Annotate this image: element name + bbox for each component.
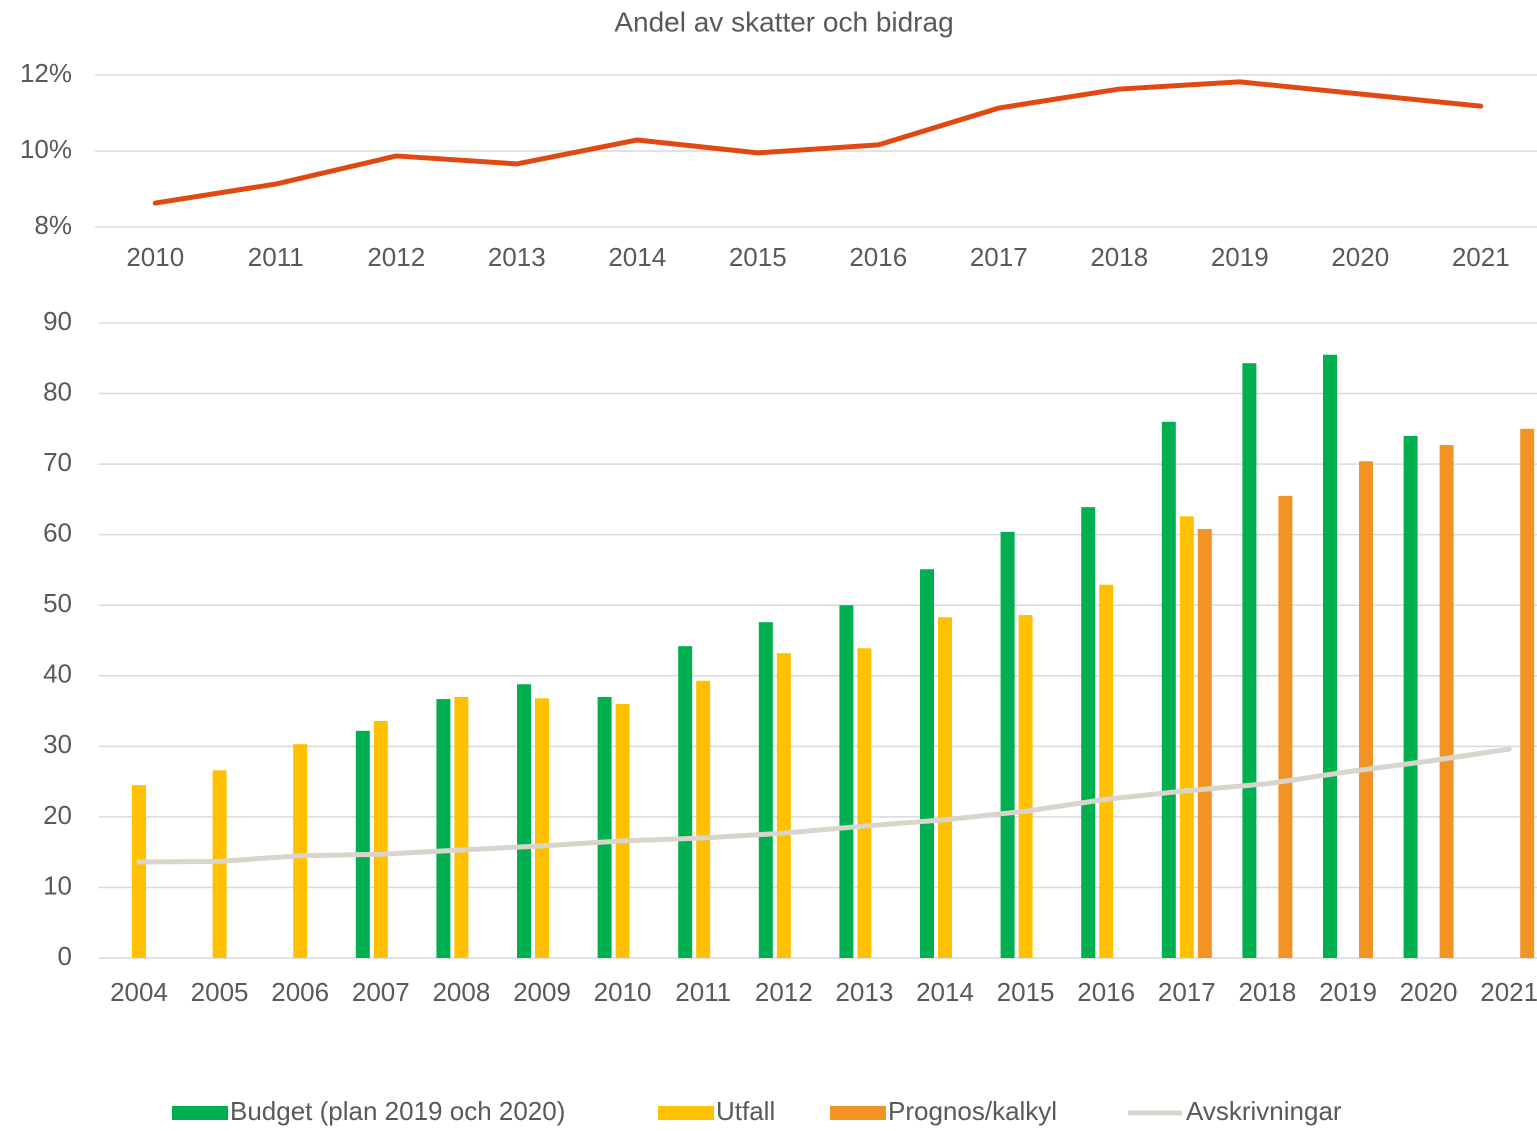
legend-label: Budget (plan 2019 och 2020) bbox=[230, 1096, 565, 1126]
x-tick-label: 2010 bbox=[126, 242, 184, 272]
x-tick-label: 2018 bbox=[1238, 977, 1296, 1007]
bar bbox=[1403, 435, 1418, 958]
bar bbox=[1197, 529, 1212, 958]
bar bbox=[597, 696, 612, 958]
y-tick-label: 10 bbox=[43, 870, 72, 900]
chart-title: Andel av skatter och bidrag bbox=[614, 6, 953, 37]
y-tick-label: 8% bbox=[34, 210, 72, 240]
bar bbox=[1081, 507, 1096, 958]
bar bbox=[1278, 495, 1293, 958]
bar bbox=[1323, 354, 1337, 958]
x-tick-label: 2012 bbox=[755, 977, 813, 1007]
bar bbox=[615, 704, 630, 958]
x-tick-label: 2021 bbox=[1452, 242, 1510, 272]
bar bbox=[535, 698, 549, 958]
y-tick-label: 30 bbox=[43, 729, 72, 759]
y-tick-label: 40 bbox=[43, 659, 72, 689]
bar bbox=[132, 785, 146, 958]
x-tick-label: 2011 bbox=[675, 977, 731, 1007]
bar bbox=[436, 699, 451, 958]
legend-swatch bbox=[830, 1106, 886, 1120]
legend-label: Prognos/kalkyl bbox=[888, 1096, 1057, 1126]
bar bbox=[373, 720, 388, 958]
bar bbox=[355, 730, 370, 958]
x-tick-label: 2020 bbox=[1331, 242, 1389, 272]
bar bbox=[1439, 445, 1454, 958]
bar bbox=[1099, 584, 1114, 958]
bar bbox=[1359, 461, 1373, 958]
x-tick-label: 2012 bbox=[367, 242, 425, 272]
x-tick-label: 2007 bbox=[352, 977, 410, 1007]
x-tick-label: 2016 bbox=[849, 242, 907, 272]
x-tick-label: 2013 bbox=[835, 977, 893, 1007]
bar bbox=[776, 653, 791, 958]
x-tick-label: 2014 bbox=[608, 242, 666, 272]
y-tick-label: 70 bbox=[43, 447, 72, 477]
x-tick-label: 2020 bbox=[1400, 977, 1458, 1007]
bar bbox=[1179, 516, 1194, 958]
bar bbox=[857, 648, 872, 958]
x-tick-label: 2006 bbox=[271, 977, 329, 1007]
x-tick-label: 2013 bbox=[488, 242, 546, 272]
x-tick-label: 2009 bbox=[513, 977, 571, 1007]
x-tick-label: 2017 bbox=[1158, 977, 1216, 1007]
bar bbox=[1520, 428, 1535, 958]
bar bbox=[696, 680, 711, 958]
x-tick-label: 2008 bbox=[432, 977, 490, 1007]
x-tick-label: 2018 bbox=[1090, 242, 1148, 272]
bar bbox=[920, 569, 934, 958]
x-tick-label: 2010 bbox=[594, 977, 652, 1007]
legend-swatch bbox=[658, 1106, 714, 1120]
legend-label: Utfall bbox=[716, 1096, 775, 1126]
bar bbox=[1161, 421, 1176, 958]
x-tick-label: 2015 bbox=[729, 242, 787, 272]
x-tick-label: 2016 bbox=[1077, 977, 1135, 1007]
y-tick-label: 80 bbox=[43, 376, 72, 406]
bar bbox=[839, 605, 854, 958]
y-tick-label: 20 bbox=[43, 800, 72, 830]
bar bbox=[1018, 615, 1033, 958]
x-tick-label: 2004 bbox=[110, 977, 168, 1007]
line bbox=[152, 79, 1484, 206]
x-tick-label: 2019 bbox=[1319, 977, 1377, 1007]
y-tick-label: 50 bbox=[43, 588, 72, 618]
y-tick-label: 10% bbox=[20, 134, 72, 164]
x-tick-label: 2014 bbox=[916, 977, 974, 1007]
x-tick-label: 2015 bbox=[997, 977, 1055, 1007]
bar bbox=[293, 744, 308, 958]
bar bbox=[758, 622, 773, 958]
bar bbox=[454, 696, 469, 958]
x-tick-label: 2021 bbox=[1480, 977, 1537, 1007]
bar bbox=[212, 770, 227, 958]
legend-swatch bbox=[172, 1106, 228, 1120]
bar bbox=[1242, 363, 1257, 958]
y-tick-label: 90 bbox=[43, 306, 72, 336]
x-tick-label: 2019 bbox=[1211, 242, 1269, 272]
legend-label: Avskrivningar bbox=[1186, 1096, 1342, 1126]
bar bbox=[517, 684, 531, 958]
bar bbox=[1000, 531, 1015, 958]
x-tick-label: 2017 bbox=[970, 242, 1028, 272]
bar bbox=[678, 646, 693, 958]
y-tick-label: 0 bbox=[58, 941, 72, 971]
line bbox=[136, 746, 1512, 865]
y-tick-label: 60 bbox=[43, 518, 72, 548]
x-tick-label: 2011 bbox=[248, 242, 304, 272]
bar bbox=[938, 617, 952, 958]
y-tick-label: 12% bbox=[20, 58, 72, 88]
x-tick-label: 2005 bbox=[191, 977, 249, 1007]
